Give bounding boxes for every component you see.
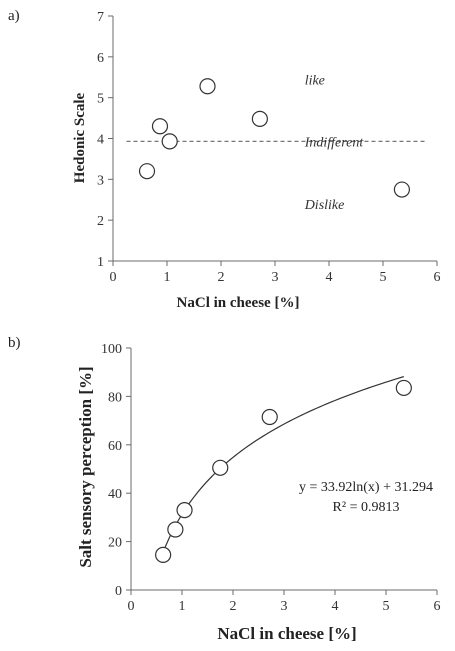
- panel-a-x-tick-label: 0: [110, 270, 117, 285]
- panel-a-y-tick-label: 2: [97, 214, 104, 229]
- panel-a-x-tick-label: 4: [326, 270, 333, 285]
- panel-b-x-tick-label: 2: [230, 599, 237, 614]
- panel-b-y-tick-label: 40: [108, 487, 122, 502]
- panel-a-x-tick-label: 6: [434, 270, 441, 285]
- panel-a-data-point: [161, 133, 178, 150]
- panel-b-data-point: [395, 379, 412, 397]
- panel-a-y-tick-label: 1: [97, 255, 104, 270]
- panel-a-x-tick-label: 1: [164, 270, 171, 285]
- panel-b-y-tick-label: 20: [108, 536, 122, 551]
- panel-b-y-axis-title: Salt sensory perception [%]: [76, 366, 95, 567]
- panel-a-data-point: [393, 181, 410, 198]
- zone-annotation-like: like: [305, 73, 325, 88]
- panel-b-chart: b) NaCl in cheese [%] Salt sensory perce…: [8, 335, 441, 643]
- panel-b-y-tick-label: 60: [108, 439, 122, 454]
- zone-annotation-indifferent: Indifferent: [304, 135, 365, 150]
- panel-a-label: a): [8, 8, 20, 24]
- panel-a-y-tick-label: 7: [97, 10, 104, 25]
- panel-a-data-point: [151, 118, 169, 135]
- panel-b-x-tick-label: 0: [128, 599, 135, 614]
- panel-b-x-tick-label: 6: [434, 599, 441, 614]
- panel-b-x-tick-label: 5: [383, 599, 390, 614]
- panel-b-y-tick-label: 100: [101, 342, 122, 357]
- panel-b-x-tick-label: 3: [281, 599, 288, 614]
- panel-a-y-tick-label: 3: [97, 173, 104, 188]
- panel-a-x-tick-label: 3: [272, 270, 279, 285]
- panel-b-data-point: [167, 521, 184, 538]
- log-trendline: [162, 376, 405, 553]
- panel-b-data-point: [155, 546, 172, 564]
- panel-b-x-axis-title: NaCl in cheese [%]: [217, 624, 356, 643]
- panel-b-y-tick-label: 80: [108, 390, 122, 405]
- panel-a-x-axis-title: NaCl in cheese [%]: [177, 295, 300, 311]
- panel-b-y-tick-label: 0: [115, 584, 122, 599]
- panel-b-data-point: [212, 459, 229, 476]
- panel-b-data-point: [261, 408, 278, 426]
- trendline-r-squared: R² = 0.9813: [333, 500, 400, 515]
- panel-a-y-tick-label: 5: [97, 92, 104, 107]
- zone-annotation-dislike: Dislike: [304, 198, 345, 213]
- panel-a-data-point: [199, 78, 216, 95]
- panel-b-label: b): [8, 335, 21, 351]
- panel-a-y-tick-label: 4: [97, 133, 104, 148]
- trendline-equation: y = 33.92ln(x) + 31.294: [299, 480, 433, 495]
- panel-a-data-point: [251, 110, 268, 128]
- panel-a-x-tick-label: 2: [218, 270, 225, 285]
- panel-a-data-point: [138, 163, 156, 180]
- panel-a-x-tick-label: 5: [380, 270, 387, 285]
- panel-a-y-axis-title: Hedonic Scale: [72, 92, 88, 183]
- panel-b-x-tick-label: 1: [179, 599, 186, 614]
- panel-b-data-point: [176, 502, 193, 519]
- panel-a-y-tick-label: 6: [97, 51, 104, 66]
- panel-b-x-tick-label: 4: [332, 599, 339, 614]
